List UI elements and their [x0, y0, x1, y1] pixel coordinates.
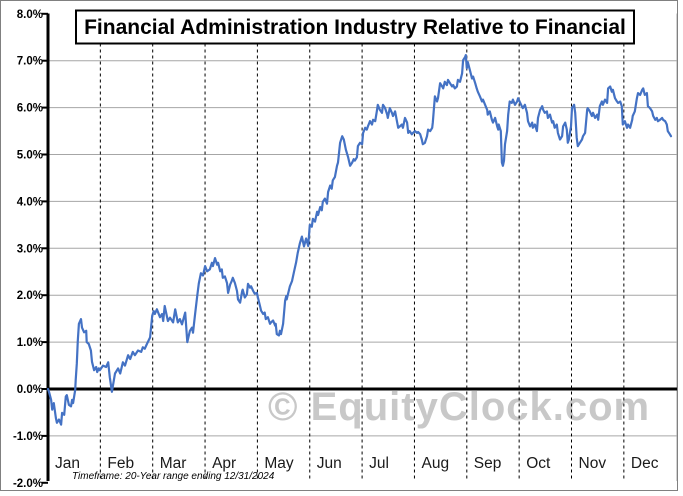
month-label: Dec	[631, 455, 659, 472]
x-axis-labels: Jan Feb Mar Apr May Jun Jul Aug Sep Oct …	[55, 455, 659, 472]
y-axis-label: 2.0%	[17, 290, 43, 302]
series-line	[46, 53, 673, 426]
month-label: Jan	[55, 455, 80, 472]
timeframe-note: Timeframe: 20-Year range ending 12/31/20…	[72, 471, 275, 482]
y-axis-label: 0.0%	[17, 384, 43, 396]
y-axis-label: 5.0%	[17, 150, 43, 162]
month-label: Sep	[474, 455, 502, 472]
y-axis-label: -2.0%	[13, 478, 43, 490]
month-label: Aug	[422, 455, 450, 472]
y-axis-label: 6.0%	[17, 103, 43, 115]
title-box: Financial Administration Industry Relati…	[75, 9, 635, 45]
month-label: Mar	[160, 455, 187, 472]
month-label: Jul	[369, 455, 389, 472]
month-label: Feb	[107, 455, 134, 472]
month-label: Oct	[526, 455, 551, 472]
y-axis-label: 4.0%	[17, 196, 43, 208]
y-axis-label: 1.0%	[17, 337, 43, 349]
y-axis-label: 3.0%	[17, 243, 43, 255]
watermark-text: © EquityClock.com	[268, 385, 650, 429]
title-box-frame	[75, 9, 635, 45]
month-label: Apr	[212, 455, 236, 472]
y-axis-labels: 8.0% 7.0% 6.0% 5.0% 4.0% 3.0% 2.0% 1.0% …	[13, 9, 43, 490]
y-axis-label: 7.0%	[17, 56, 43, 68]
month-label: Jun	[317, 455, 342, 472]
plot-axes	[42, 12, 677, 484]
month-label: May	[264, 455, 294, 472]
month-label: Nov	[579, 455, 607, 472]
y-axis-label: -1.0%	[13, 431, 43, 443]
chart-title: Financial Administration Industry Relati…	[84, 16, 626, 39]
y-axis-label: 8.0%	[17, 9, 43, 21]
